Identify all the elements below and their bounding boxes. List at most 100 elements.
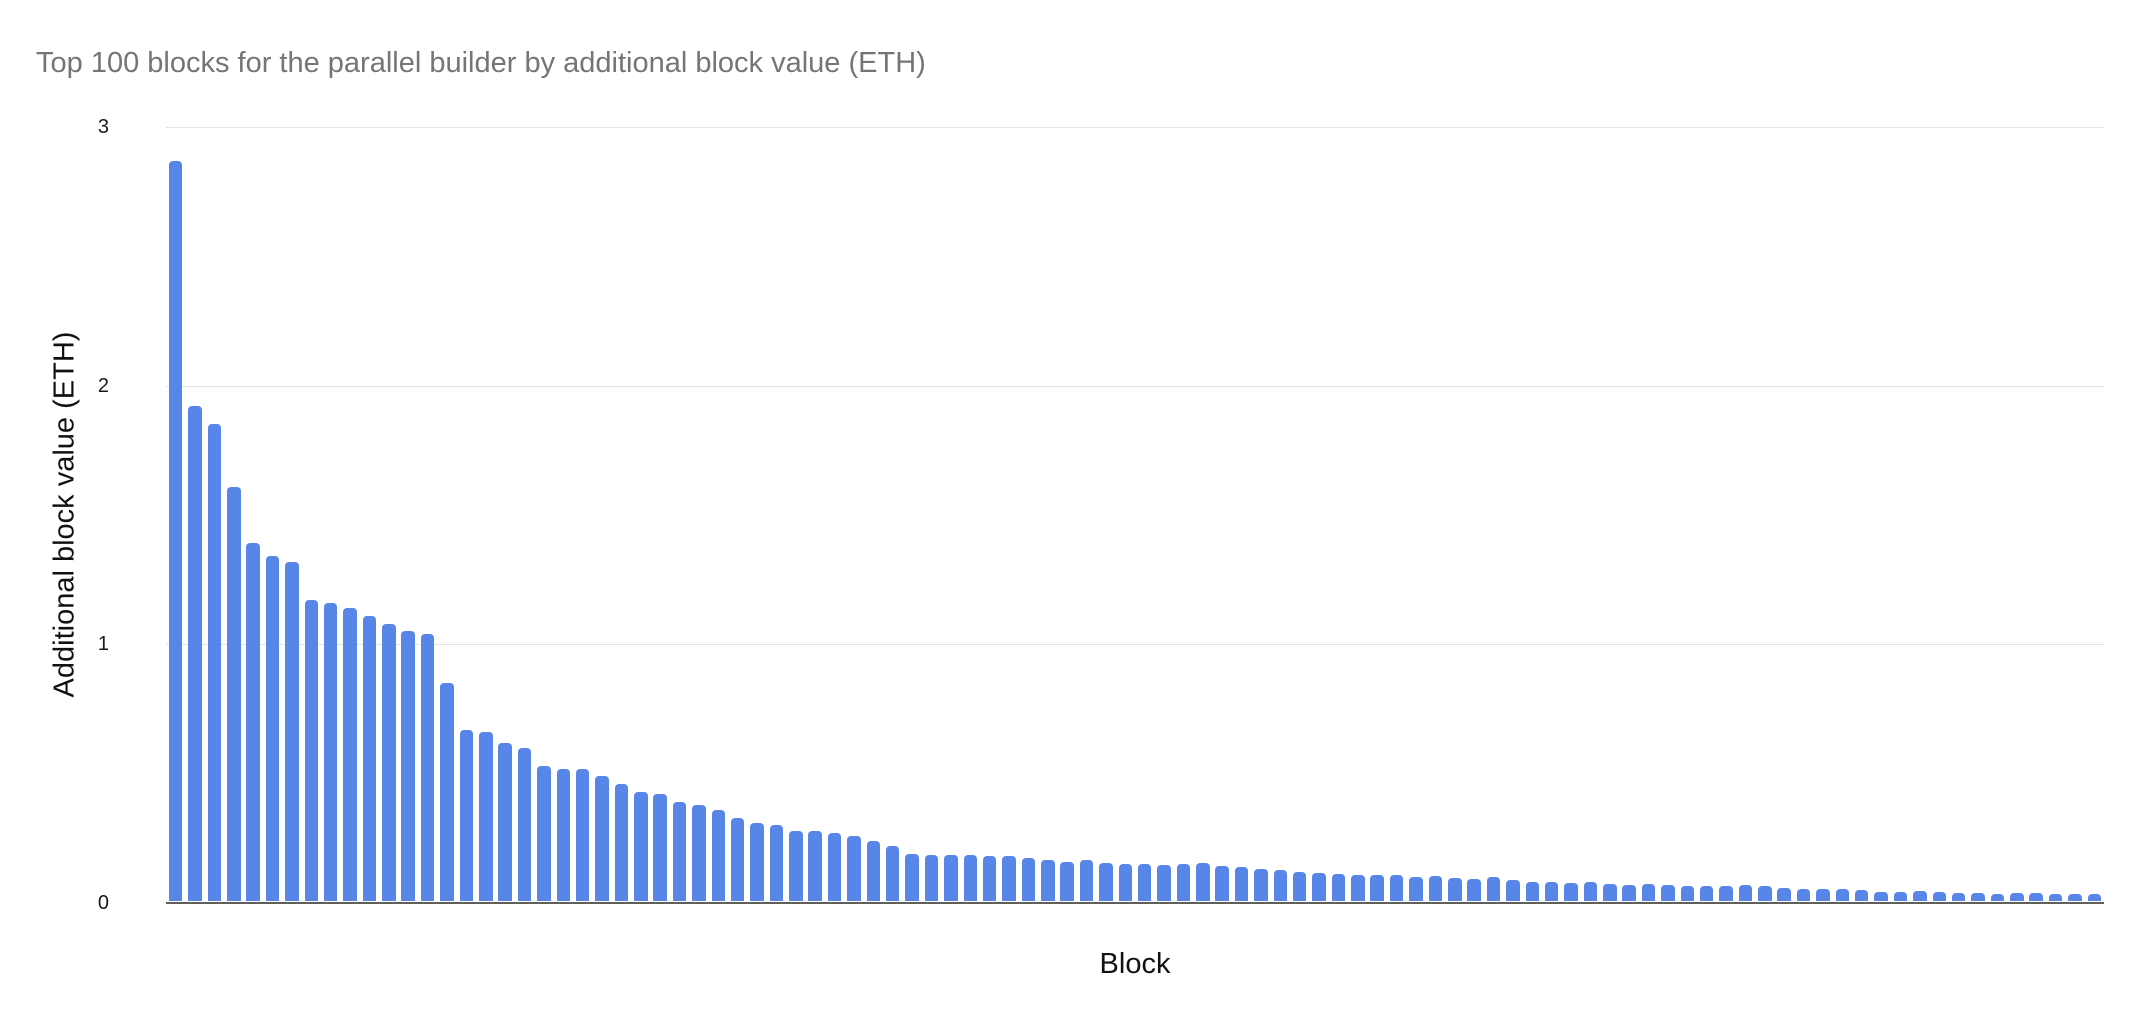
bar-94 [1971,892,1985,901]
bar-51 [1137,863,1152,901]
bar-81 [1719,886,1733,901]
bar-45 [1021,857,1036,901]
y-tick-label-2: 2 [97,374,109,397]
gridline-y-3 [166,127,2104,128]
bar-61 [1331,873,1346,901]
y-axis-title: Additional block value (ETH) [48,331,81,698]
bar-18 [498,742,512,901]
bar-39 [905,853,919,901]
bar-73 [1564,882,1578,901]
gridline-y-1 [166,644,2104,646]
bar-67 [1448,877,1462,901]
bar-47 [1060,861,1074,901]
bar-25 [634,791,648,901]
bar-63 [1370,875,1384,901]
bar-33 [789,830,803,901]
bar-48 [1079,860,1094,901]
bar-8 [304,600,319,901]
y-tick-label-1: 1 [97,633,109,656]
bar-97 [2029,892,2043,901]
bar-64 [1389,874,1404,901]
y-tick-label-3: 3 [97,116,109,138]
bar-32 [769,825,784,901]
bar-49 [1099,862,1113,901]
bar-57 [1254,869,1268,901]
bar-65 [1409,876,1423,901]
bar-54 [1196,863,1210,901]
bar-70 [1506,880,1520,901]
bar-80 [1699,886,1714,901]
x-axis-baseline [166,902,2104,904]
bar-22 [575,768,590,901]
bar-23 [595,776,609,901]
bar-72 [1544,881,1559,901]
bar-66 [1428,876,1443,901]
bar-98 [2048,893,2063,901]
bar-83 [1758,885,1772,901]
bar-96 [2010,892,2024,901]
bar-53 [1176,864,1191,901]
bar-10 [343,608,357,901]
bar-11 [362,615,377,901]
bar-31 [750,822,764,901]
bar-60 [1312,872,1326,901]
bar-91 [1913,891,1927,901]
plot-area: 0 1 2 3 [98,117,2104,913]
bar-1 [168,160,183,901]
bar-89 [1874,891,1888,901]
bar-5 [246,543,260,901]
bar-27 [672,802,687,901]
bar-21 [556,768,571,901]
bar-12 [382,623,396,901]
bar-41 [944,855,958,901]
bar-7 [285,561,299,901]
bar-34 [808,830,822,901]
bar-84 [1777,887,1791,901]
bar-29 [711,809,726,901]
bar-46 [1041,860,1055,901]
bar-15 [440,683,454,901]
gridline-y-2 [166,385,2104,387]
bar-35 [827,833,842,901]
bar-14 [420,634,435,901]
bar-28 [692,804,706,901]
bar-93 [1951,892,1966,901]
bar-71 [1525,881,1540,901]
bar-4 [227,486,241,901]
bar-78 [1661,885,1675,901]
bar-85 [1796,888,1811,901]
bar-9 [323,602,338,901]
bar-55 [1215,866,1229,901]
bar-30 [730,817,745,901]
bar-76 [1622,885,1636,901]
bar-37 [866,840,881,901]
bar-3 [207,424,222,901]
bar-38 [885,846,900,901]
bar-20 [537,765,551,901]
bar-69 [1486,877,1501,901]
bar-2 [188,406,202,901]
bar-19 [517,747,532,901]
bar-68 [1467,879,1481,901]
bar-44 [1002,856,1016,901]
bar-75 [1603,884,1617,901]
bar-40 [924,855,939,901]
bar-88 [1854,890,1869,901]
bar-50 [1118,863,1133,901]
bar-26 [653,794,667,901]
bar-56 [1234,866,1249,901]
bar-79 [1680,885,1695,901]
bar-90 [1893,891,1908,901]
bar-24 [614,784,629,901]
bar-52 [1157,864,1171,901]
x-axis-title: Block [1099,948,1171,980]
bar-74 [1583,881,1598,901]
bar-77 [1641,884,1656,901]
bar-36 [847,835,861,901]
bar-82 [1738,885,1753,901]
y-tick-label-0: 0 [97,892,109,914]
bar-99 [2068,894,2082,901]
bar-58 [1273,869,1288,901]
bar-13 [401,631,415,901]
